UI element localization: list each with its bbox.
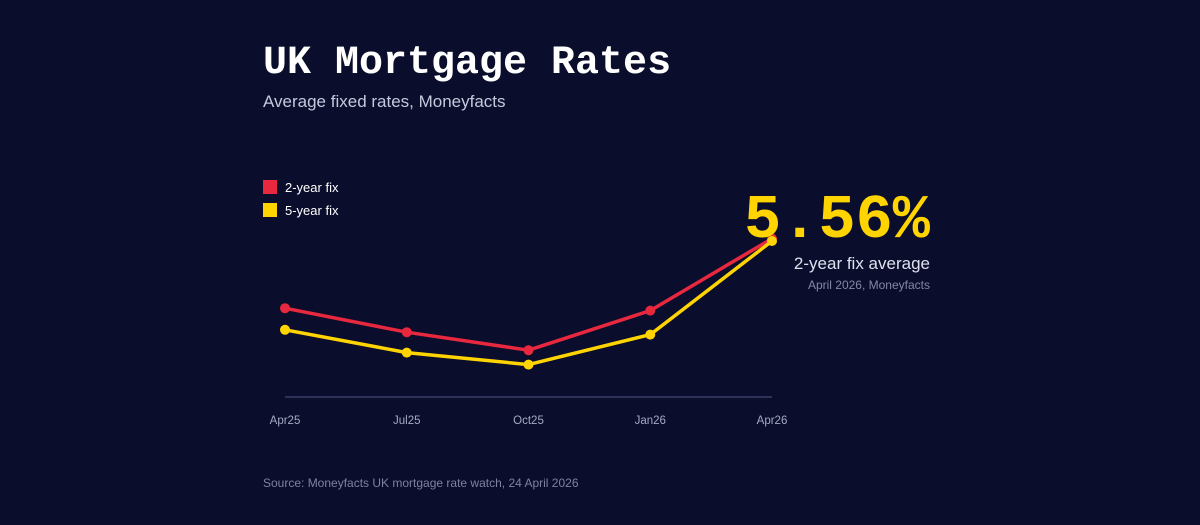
x-tick-label: Jan26 — [635, 415, 666, 427]
highlight-caption: 2-year fix average — [793, 254, 930, 273]
legend-label-2-year: 2-year fix — [285, 179, 339, 195]
data-point-2-year — [645, 305, 656, 316]
page-title: UK Mortgage Rates — [263, 41, 672, 86]
series-line-2-year — [283, 236, 774, 352]
page-subtitle: Average fixed rates, Moneyfacts — [263, 92, 506, 111]
legend: 2-year fix 5-year fix — [263, 179, 338, 225]
x-tick-label: Jul25 — [393, 415, 421, 427]
highlight-note: April 2026, Moneyfacts — [807, 278, 930, 292]
data-point-5-year — [523, 359, 534, 370]
data-point-2-year — [523, 345, 534, 356]
data-point-2-year — [401, 327, 412, 338]
x-tick-label: Apr25 — [270, 415, 301, 427]
highlight-value: 5.56% — [743, 185, 930, 256]
data-point-2-year — [280, 303, 290, 314]
legend-item-2-year: 2-year fix — [263, 179, 338, 195]
data-point-5-year — [280, 324, 290, 335]
x-tick-label: Oct25 — [513, 415, 544, 427]
legend-swatch-2-year — [263, 180, 277, 194]
legend-label-5-year: 5-year fix — [285, 202, 339, 218]
legend-swatch-5-year — [263, 203, 277, 217]
x-tick-label: Apr26 — [757, 415, 788, 427]
source-note: Source: Moneyfacts UK mortgage rate watc… — [263, 476, 579, 490]
data-point-5-year — [645, 329, 656, 340]
legend-item-5-year: 5-year fix — [263, 202, 338, 218]
data-point-5-year — [401, 347, 412, 358]
data-point-5-year — [767, 236, 777, 246]
